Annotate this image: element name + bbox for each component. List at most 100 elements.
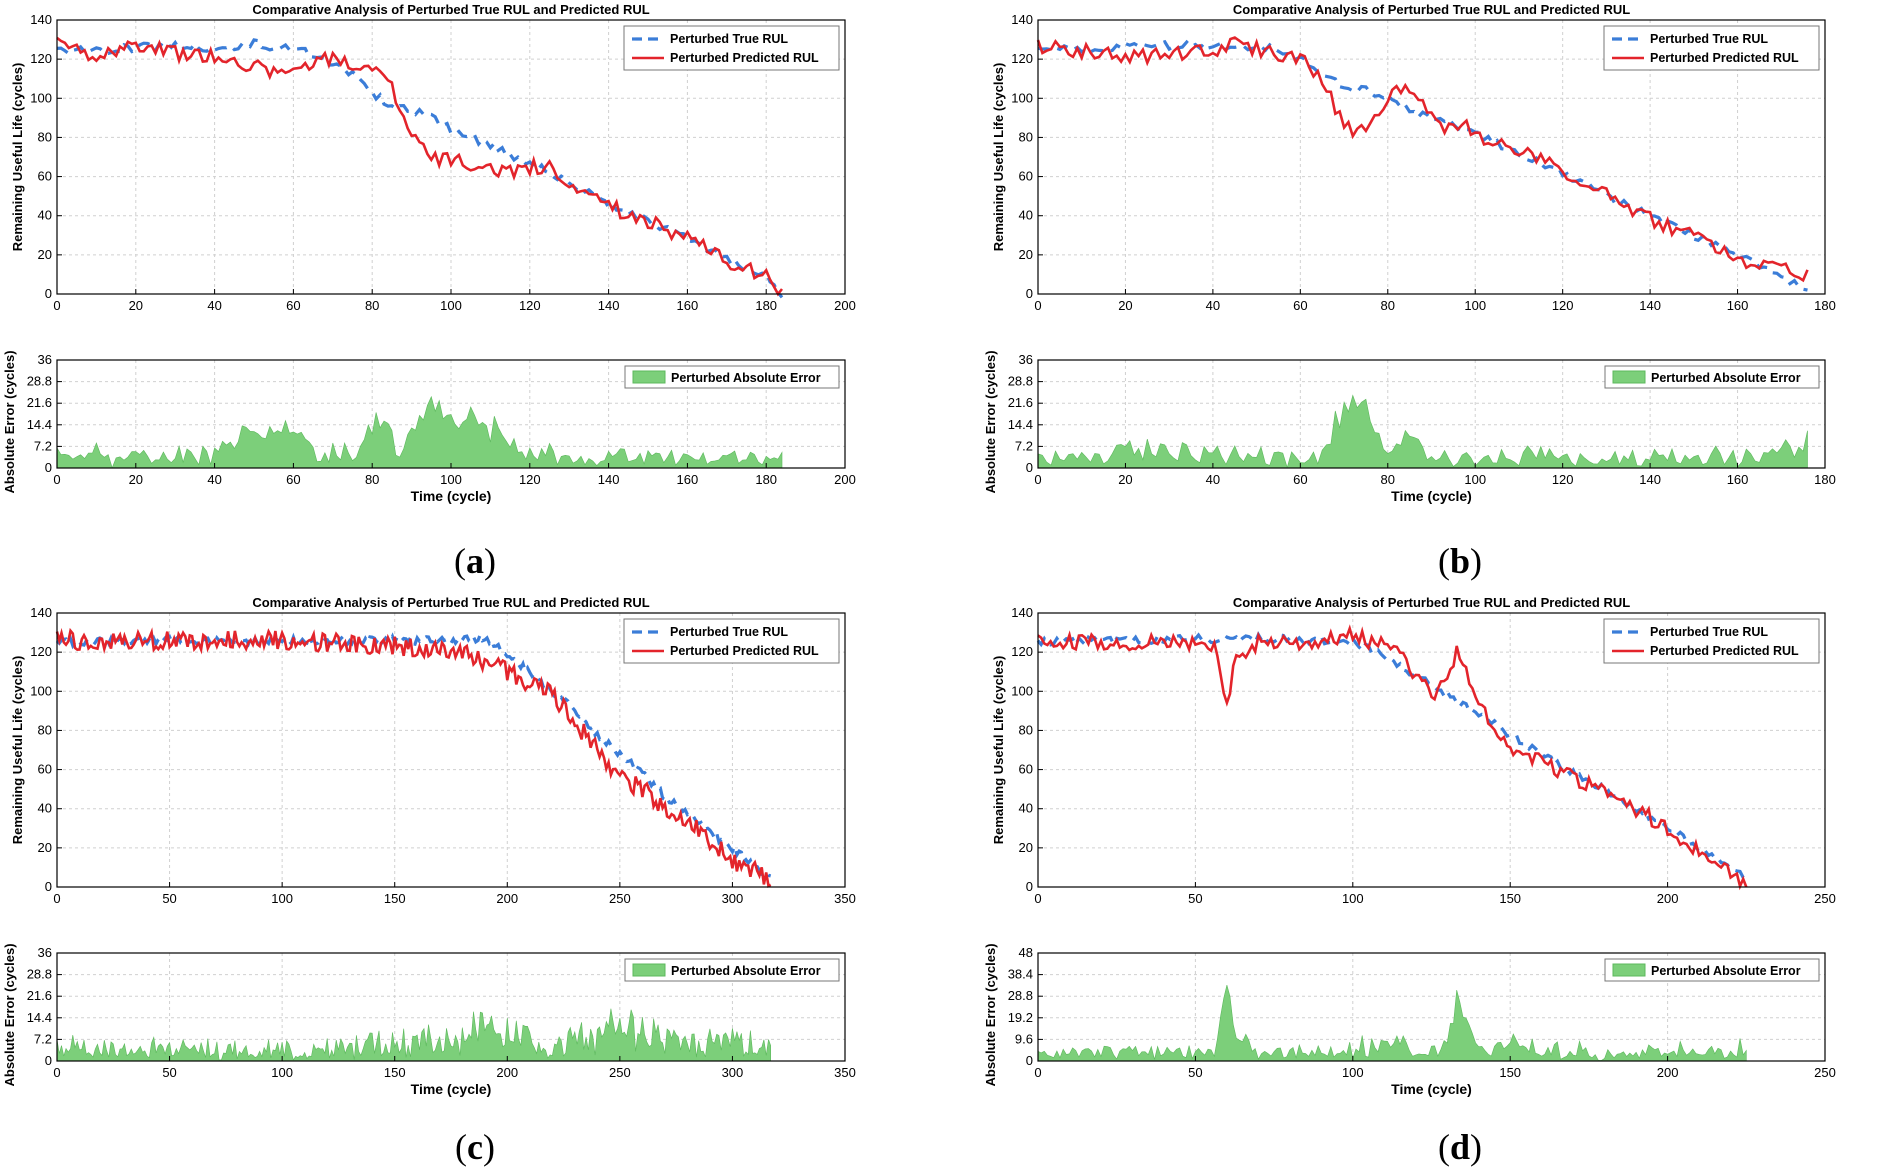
series-true-rul-line (56, 38, 784, 299)
chart-a-error-xtick-label: 100 (440, 472, 462, 487)
x-axis-label: Time (cycle) (411, 488, 492, 504)
chart-a-rul-xtick-label: 180 (755, 298, 777, 313)
x-axis-label: Time (cycle) (1391, 488, 1472, 504)
chart-a-rul-xtick-label: 140 (598, 298, 620, 313)
chart-c-error-xtick-label: 150 (384, 1065, 406, 1080)
chart-title: Comparative Analysis of Perturbed True R… (1233, 595, 1630, 610)
chart-d-error-axes-box (1037, 952, 1826, 1062)
chart-a-error-ytick-label: 21.6 (27, 395, 52, 410)
chart-b-rul-ytick-label: 0 (1026, 286, 1033, 301)
chart-c-error-ytick-label: 14.4 (27, 1010, 52, 1025)
chart-c-error-xtick-label: 200 (496, 1065, 518, 1080)
legend: Perturbed True RUL Perturbed Predicted RU… (623, 618, 840, 664)
chart-b-error-ytick-label: 14.4 (1008, 417, 1033, 432)
chart-a-error-ytick-label: 7.2 (34, 438, 52, 453)
chart-b-rul-ytick-label: 100 (1011, 90, 1033, 105)
chart-c-rul-xtick-label: 150 (384, 891, 406, 906)
chart-b-error-xtick-label: 40 (1206, 472, 1220, 487)
chart-d-error-ytick-label: 19.2 (1008, 1010, 1033, 1025)
chart-b-rul-axes-box (1037, 19, 1826, 295)
chart-a-rul-ytick-label: 120 (30, 51, 52, 66)
chart-b-error-ytick-label: 36 (1019, 352, 1033, 367)
legend-label-absolute-error: Perturbed Absolute Error (671, 371, 821, 385)
chart-a-rul-xtick-label: 0 (53, 298, 60, 313)
legend-box (1604, 958, 1820, 982)
chart-a-rul-ytick-label: 0 (45, 286, 52, 301)
chart-d-error-xtick-label: 0 (1034, 1065, 1041, 1080)
chart-a-rul-ytick-label: 40 (38, 208, 52, 223)
legend: Perturbed True RUL Perturbed Predicted RU… (1603, 25, 1820, 71)
chart-a-rul-xtick-label: 200 (834, 298, 856, 313)
chart-c-error-ytick-label: 0 (45, 1053, 52, 1068)
chart-b-rul: 0 20 40 60 80 100 120 140 160 180 0 20 40 60 80 100 120 1… (991, 2, 1836, 313)
chart-a-error-ytick-label: 14.4 (27, 417, 52, 432)
legend-label-predicted-rul: Perturbed Predicted RUL (1650, 644, 1799, 658)
legend-label-predicted-rul: Perturbed Predicted RUL (1650, 51, 1799, 65)
chart-d-rul-ytick-label: 100 (1011, 683, 1033, 698)
chart-b-rul-xtick-label: 20 (1118, 298, 1132, 313)
chart-d-error-ytick-label: 48 (1019, 945, 1033, 960)
y-axis-label: Remaining Useful Life (cycles) (991, 63, 1006, 252)
series-predicted-rul-line (55, 627, 772, 889)
chart-c-error-xtick-label: 0 (53, 1065, 60, 1080)
chart-d-rul-xtick-label: 100 (1342, 891, 1364, 906)
chart-a-rul-xtick-label: 40 (207, 298, 221, 313)
chart-b-rul-xtick-label: 100 (1464, 298, 1486, 313)
chart-b-rul-ytick-label: 120 (1011, 51, 1033, 66)
series-absolute-error-area (1037, 985, 1747, 1062)
chart-c-rul-ytick-label: 140 (30, 605, 52, 620)
chart-a-error-xtick-label: 200 (834, 472, 856, 487)
series-true-rul-line (1037, 39, 1808, 292)
legend-label-true-rul: Perturbed True RUL (1650, 625, 1768, 639)
chart-d-error: 0 50 100 150 200 250 0 9.6 19.2 28.8 38.4 48 Time (c… (983, 943, 1836, 1097)
y-axis-label: Remaining Useful Life (cycles) (10, 63, 25, 252)
chart-b-error-ytick-label: 21.6 (1008, 395, 1033, 410)
legend: Perturbed Absolute Error (1604, 958, 1820, 982)
chart-b-error-xtick-label: 160 (1727, 472, 1749, 487)
chart-c-rul-ytick-label: 20 (38, 840, 52, 855)
chart-b-rul-ytick-label: 140 (1011, 12, 1033, 27)
y-axis-label: Absolute Error (cycles) (2, 943, 17, 1086)
chart-c-rul-xtick-label: 100 (271, 891, 293, 906)
chart-d-rul-xtick-label: 250 (1814, 891, 1836, 906)
chart-b-rul-ytick-label: 40 (1019, 208, 1033, 223)
chart-b-error-ytick-label: 28.8 (1008, 374, 1033, 389)
chart-c-error-axes-box (56, 952, 846, 1062)
legend-label-true-rul: Perturbed True RUL (670, 32, 788, 46)
chart-b-error-xtick-label: 0 (1034, 472, 1041, 487)
chart-c-rul-xtick-label: 50 (162, 891, 176, 906)
chart-a-error-xtick-label: 160 (677, 472, 699, 487)
legend-label-absolute-error: Perturbed Absolute Error (1651, 964, 1801, 978)
legend-box (623, 25, 840, 71)
chart-c-rul-axes-box (56, 612, 846, 888)
chart-d-rul-xtick-label: 150 (1499, 891, 1521, 906)
legend-label-true-rul: Perturbed True RUL (1650, 32, 1768, 46)
chart-b-error-xtick-label: 140 (1639, 472, 1661, 487)
chart-b-error-xtick-label: 60 (1293, 472, 1307, 487)
legend-box (623, 618, 840, 664)
legend-box (624, 958, 840, 982)
chart-title: Comparative Analysis of Perturbed True R… (252, 2, 649, 17)
chart-a-rul-xtick-label: 160 (677, 298, 699, 313)
chart-c-rul-ytick-label: 40 (38, 801, 52, 816)
legend-label-absolute-error: Perturbed Absolute Error (671, 964, 821, 978)
chart-d-rul-ytick-label: 0 (1026, 879, 1033, 894)
legend-swatch-absolute-error (632, 963, 666, 977)
legend-label-absolute-error: Perturbed Absolute Error (1651, 371, 1801, 385)
series-absolute-error-area (1037, 394, 1808, 469)
chart-d-error-ytick-label: 9.6 (1015, 1031, 1033, 1046)
chart-a-error-xtick-label: 0 (53, 472, 60, 487)
chart-b-rul-xtick-label: 40 (1206, 298, 1220, 313)
chart-d-error-ytick-label: 0 (1026, 1053, 1033, 1068)
y-axis-label: Absolute Error (cycles) (2, 350, 17, 493)
chart-c-error-xtick-label: 100 (271, 1065, 293, 1080)
chart-a-rul-xtick-label: 60 (286, 298, 300, 313)
chart-b-error-xtick-label: 80 (1381, 472, 1395, 487)
chart-b-rul-xtick-label: 80 (1381, 298, 1395, 313)
chart-b-rul-ytick-label: 20 (1019, 247, 1033, 262)
legend-swatch-absolute-error (1612, 963, 1646, 977)
chart-c-error-ytick-label: 7.2 (34, 1031, 52, 1046)
legend: Perturbed Absolute Error (624, 365, 840, 389)
chart-a-rul: 0 20 40 60 80 100 120 140 160 180 200 0 20 40 60 80 100 1… (10, 2, 856, 313)
chart-a-error-xtick-label: 180 (755, 472, 777, 487)
